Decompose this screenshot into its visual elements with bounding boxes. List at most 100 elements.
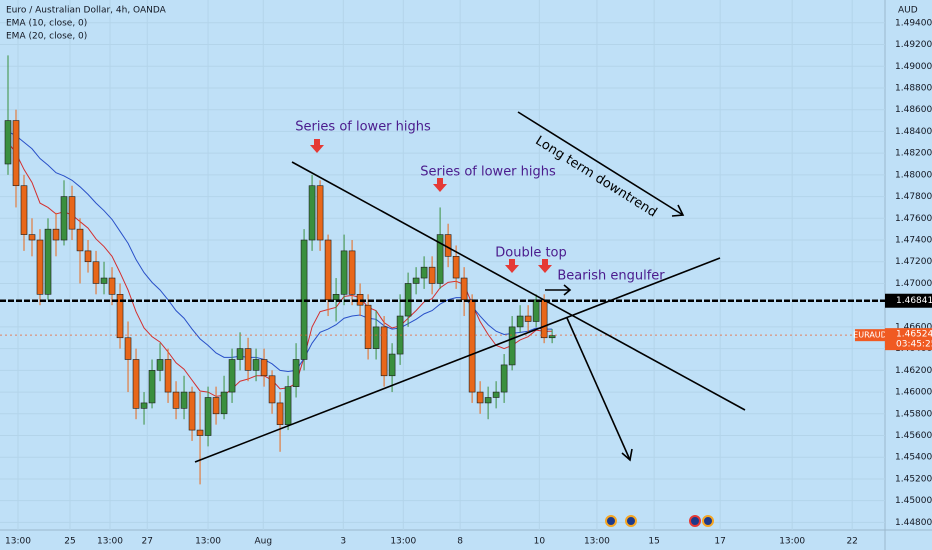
candle-body — [148, 370, 156, 404]
candle-body — [412, 277, 420, 284]
event-icon — [689, 515, 701, 527]
candle-body — [292, 359, 300, 387]
candle-body — [364, 304, 372, 349]
y-tick-label: 1.46200 — [895, 366, 932, 376]
y-tick-label: 1.45800 — [895, 409, 932, 419]
y-tick-label: 1.49000 — [895, 62, 932, 72]
chart-title: Euro / Australian Dollar, 4h, OANDA — [6, 6, 167, 16]
annotation: Bearish engulfer — [557, 269, 665, 284]
price-label-box — [885, 293, 932, 308]
candle-body — [436, 234, 444, 284]
candle-body — [100, 277, 108, 284]
x-tick-label: 10 — [534, 537, 546, 547]
candle-body — [196, 429, 204, 436]
arrow-head — [621, 448, 633, 462]
y-tick-label: 1.45000 — [895, 496, 932, 506]
price-label: 1.46524 — [896, 330, 932, 340]
candle-body — [500, 364, 508, 393]
arrow-line — [517, 111, 684, 216]
candle-body — [508, 326, 516, 366]
candle-body — [252, 359, 260, 371]
drawings — [194, 111, 746, 463]
candle-body — [516, 315, 524, 328]
candle-body — [52, 228, 60, 241]
candle-body — [484, 397, 492, 404]
candle-body — [164, 359, 172, 393]
y-tick-label: 1.48000 — [895, 170, 932, 180]
y-tick-label: 1.45600 — [895, 431, 932, 441]
candle-body — [468, 299, 476, 393]
y-tick-label: 1.47800 — [895, 192, 932, 202]
candle-body — [548, 335, 556, 339]
legend-entry: EMA (20, close, 0) — [6, 32, 87, 42]
candle-body — [308, 185, 316, 241]
candle-body — [220, 391, 228, 415]
candle-body — [260, 359, 268, 377]
x-tick-label: 17 — [714, 537, 725, 547]
candle-body — [212, 397, 220, 415]
arrow-line — [566, 317, 631, 461]
candle-body — [540, 299, 548, 339]
candle-body — [268, 375, 276, 404]
candle-body — [372, 326, 380, 349]
candle-body — [116, 294, 124, 339]
candle-body — [76, 228, 84, 252]
candle-body — [420, 266, 428, 279]
y-tick-label: 1.47000 — [895, 279, 932, 289]
x-tick-label: 15 — [648, 537, 659, 547]
candle-body — [460, 277, 468, 301]
x-tick-label: 27 — [142, 537, 153, 547]
price-label: 1.46841 — [896, 296, 932, 306]
down-arrow — [538, 259, 552, 273]
candle-body — [348, 250, 356, 295]
candle-body — [228, 359, 236, 393]
y-tick-label: 1.48600 — [895, 105, 932, 115]
candle-body — [324, 239, 332, 301]
annotation: Series of lower highs — [420, 165, 556, 180]
legend-entry: EMA (10, close, 0) — [6, 19, 87, 29]
annotation: Double top — [495, 246, 567, 261]
down-arrow — [505, 259, 519, 273]
down-arrow — [433, 178, 447, 192]
candle-body — [4, 120, 12, 165]
x-tick-label: 13:00 — [5, 537, 31, 547]
down-arrow — [310, 139, 324, 153]
x-tick-label: Aug — [254, 537, 272, 547]
currency-label: AUD — [898, 6, 918, 16]
grid — [0, 0, 885, 530]
x-tick-label: 22 — [846, 537, 857, 547]
y-tick-label: 1.48200 — [895, 149, 932, 159]
candle-body — [188, 391, 196, 431]
symbol-label-box — [855, 329, 885, 342]
candle-body — [532, 299, 540, 322]
y-tick-label: 1.44800 — [895, 518, 932, 528]
candle-body — [428, 266, 436, 284]
candle-body — [36, 239, 44, 295]
y-tick-label: 1.47200 — [895, 257, 932, 267]
y-tick-label: 1.49400 — [895, 18, 932, 28]
candle-body — [12, 120, 20, 187]
candle-body — [388, 353, 396, 377]
candle-body — [284, 386, 292, 425]
x-tick-label: 13:00 — [390, 537, 416, 547]
x-tick-label: 3 — [340, 537, 346, 547]
event-icon — [605, 515, 617, 527]
candle-body — [156, 359, 164, 371]
candle-body — [524, 315, 532, 322]
candle-body — [92, 261, 100, 284]
candle-body — [124, 337, 132, 360]
event-icons — [605, 515, 714, 527]
candle-body — [180, 391, 188, 409]
trend-line — [194, 257, 721, 463]
y-tick-label: 1.46000 — [895, 388, 932, 398]
marker-arrows — [310, 139, 552, 273]
candle-body — [276, 402, 284, 425]
candle-body — [316, 185, 324, 241]
candle-body — [20, 185, 28, 235]
y-tick-label: 1.48800 — [895, 83, 932, 93]
y-tick-label: 1.49200 — [895, 40, 932, 50]
x-tick-label: 8 — [457, 537, 463, 547]
trend-line — [291, 161, 746, 411]
arrow-head — [671, 204, 685, 217]
x-tick-label: 13:00 — [97, 537, 123, 547]
